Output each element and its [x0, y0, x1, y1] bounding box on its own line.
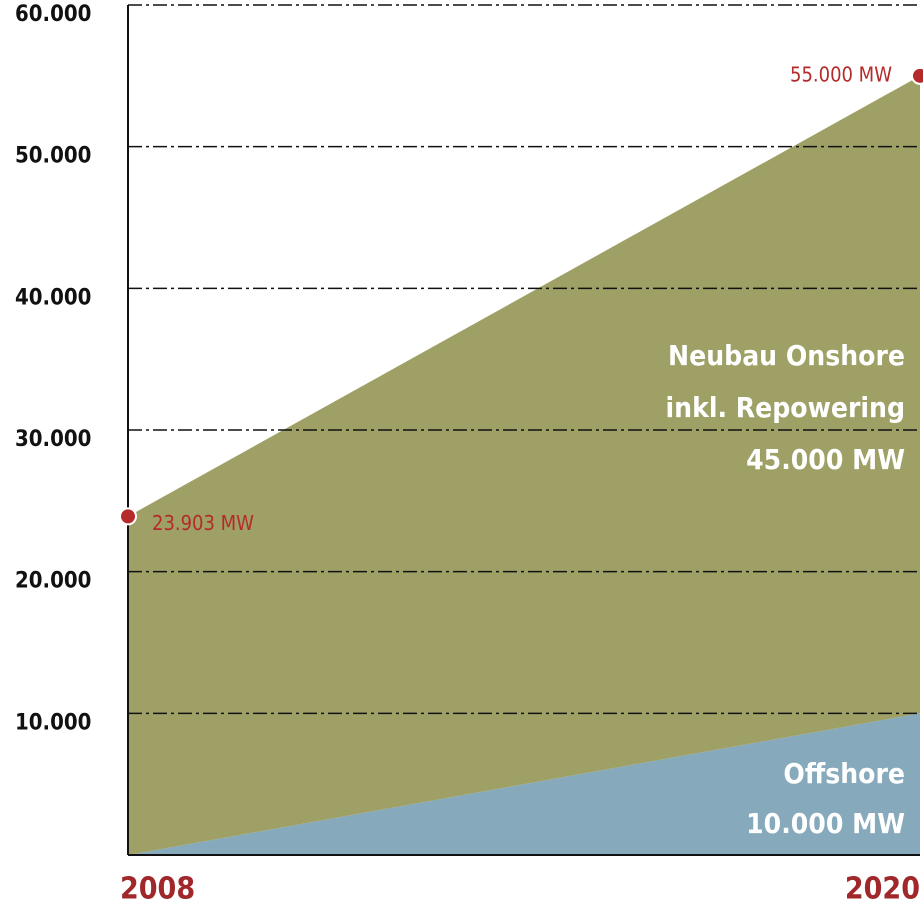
- data-point: [911, 66, 923, 85]
- x-tick-label: 2008: [120, 872, 195, 907]
- data-point: [119, 507, 137, 526]
- value-label: 10.000 MW: [746, 807, 905, 840]
- area: [128, 713, 920, 855]
- x-tick-label: 2020: [845, 872, 920, 907]
- y-tick-label: 40.000: [15, 285, 91, 310]
- area: [128, 75, 920, 856]
- y-tick-label: 50.000: [15, 144, 91, 169]
- series-name: Neubau Onshore inkl. Repowering: [665, 339, 906, 424]
- y-tick-label: 30.000: [15, 427, 91, 452]
- series-name: Offshore: [783, 757, 905, 790]
- y-tick-label: 20.000: [15, 569, 91, 594]
- value-label: 23.903 MW: [152, 511, 254, 535]
- y-tick-label: 60.000: [15, 2, 91, 27]
- value-label: 45.000 MW: [746, 443, 905, 476]
- y-tick-label: 10.000: [15, 710, 91, 735]
- annotation: 55.000 MW: [790, 62, 892, 86]
